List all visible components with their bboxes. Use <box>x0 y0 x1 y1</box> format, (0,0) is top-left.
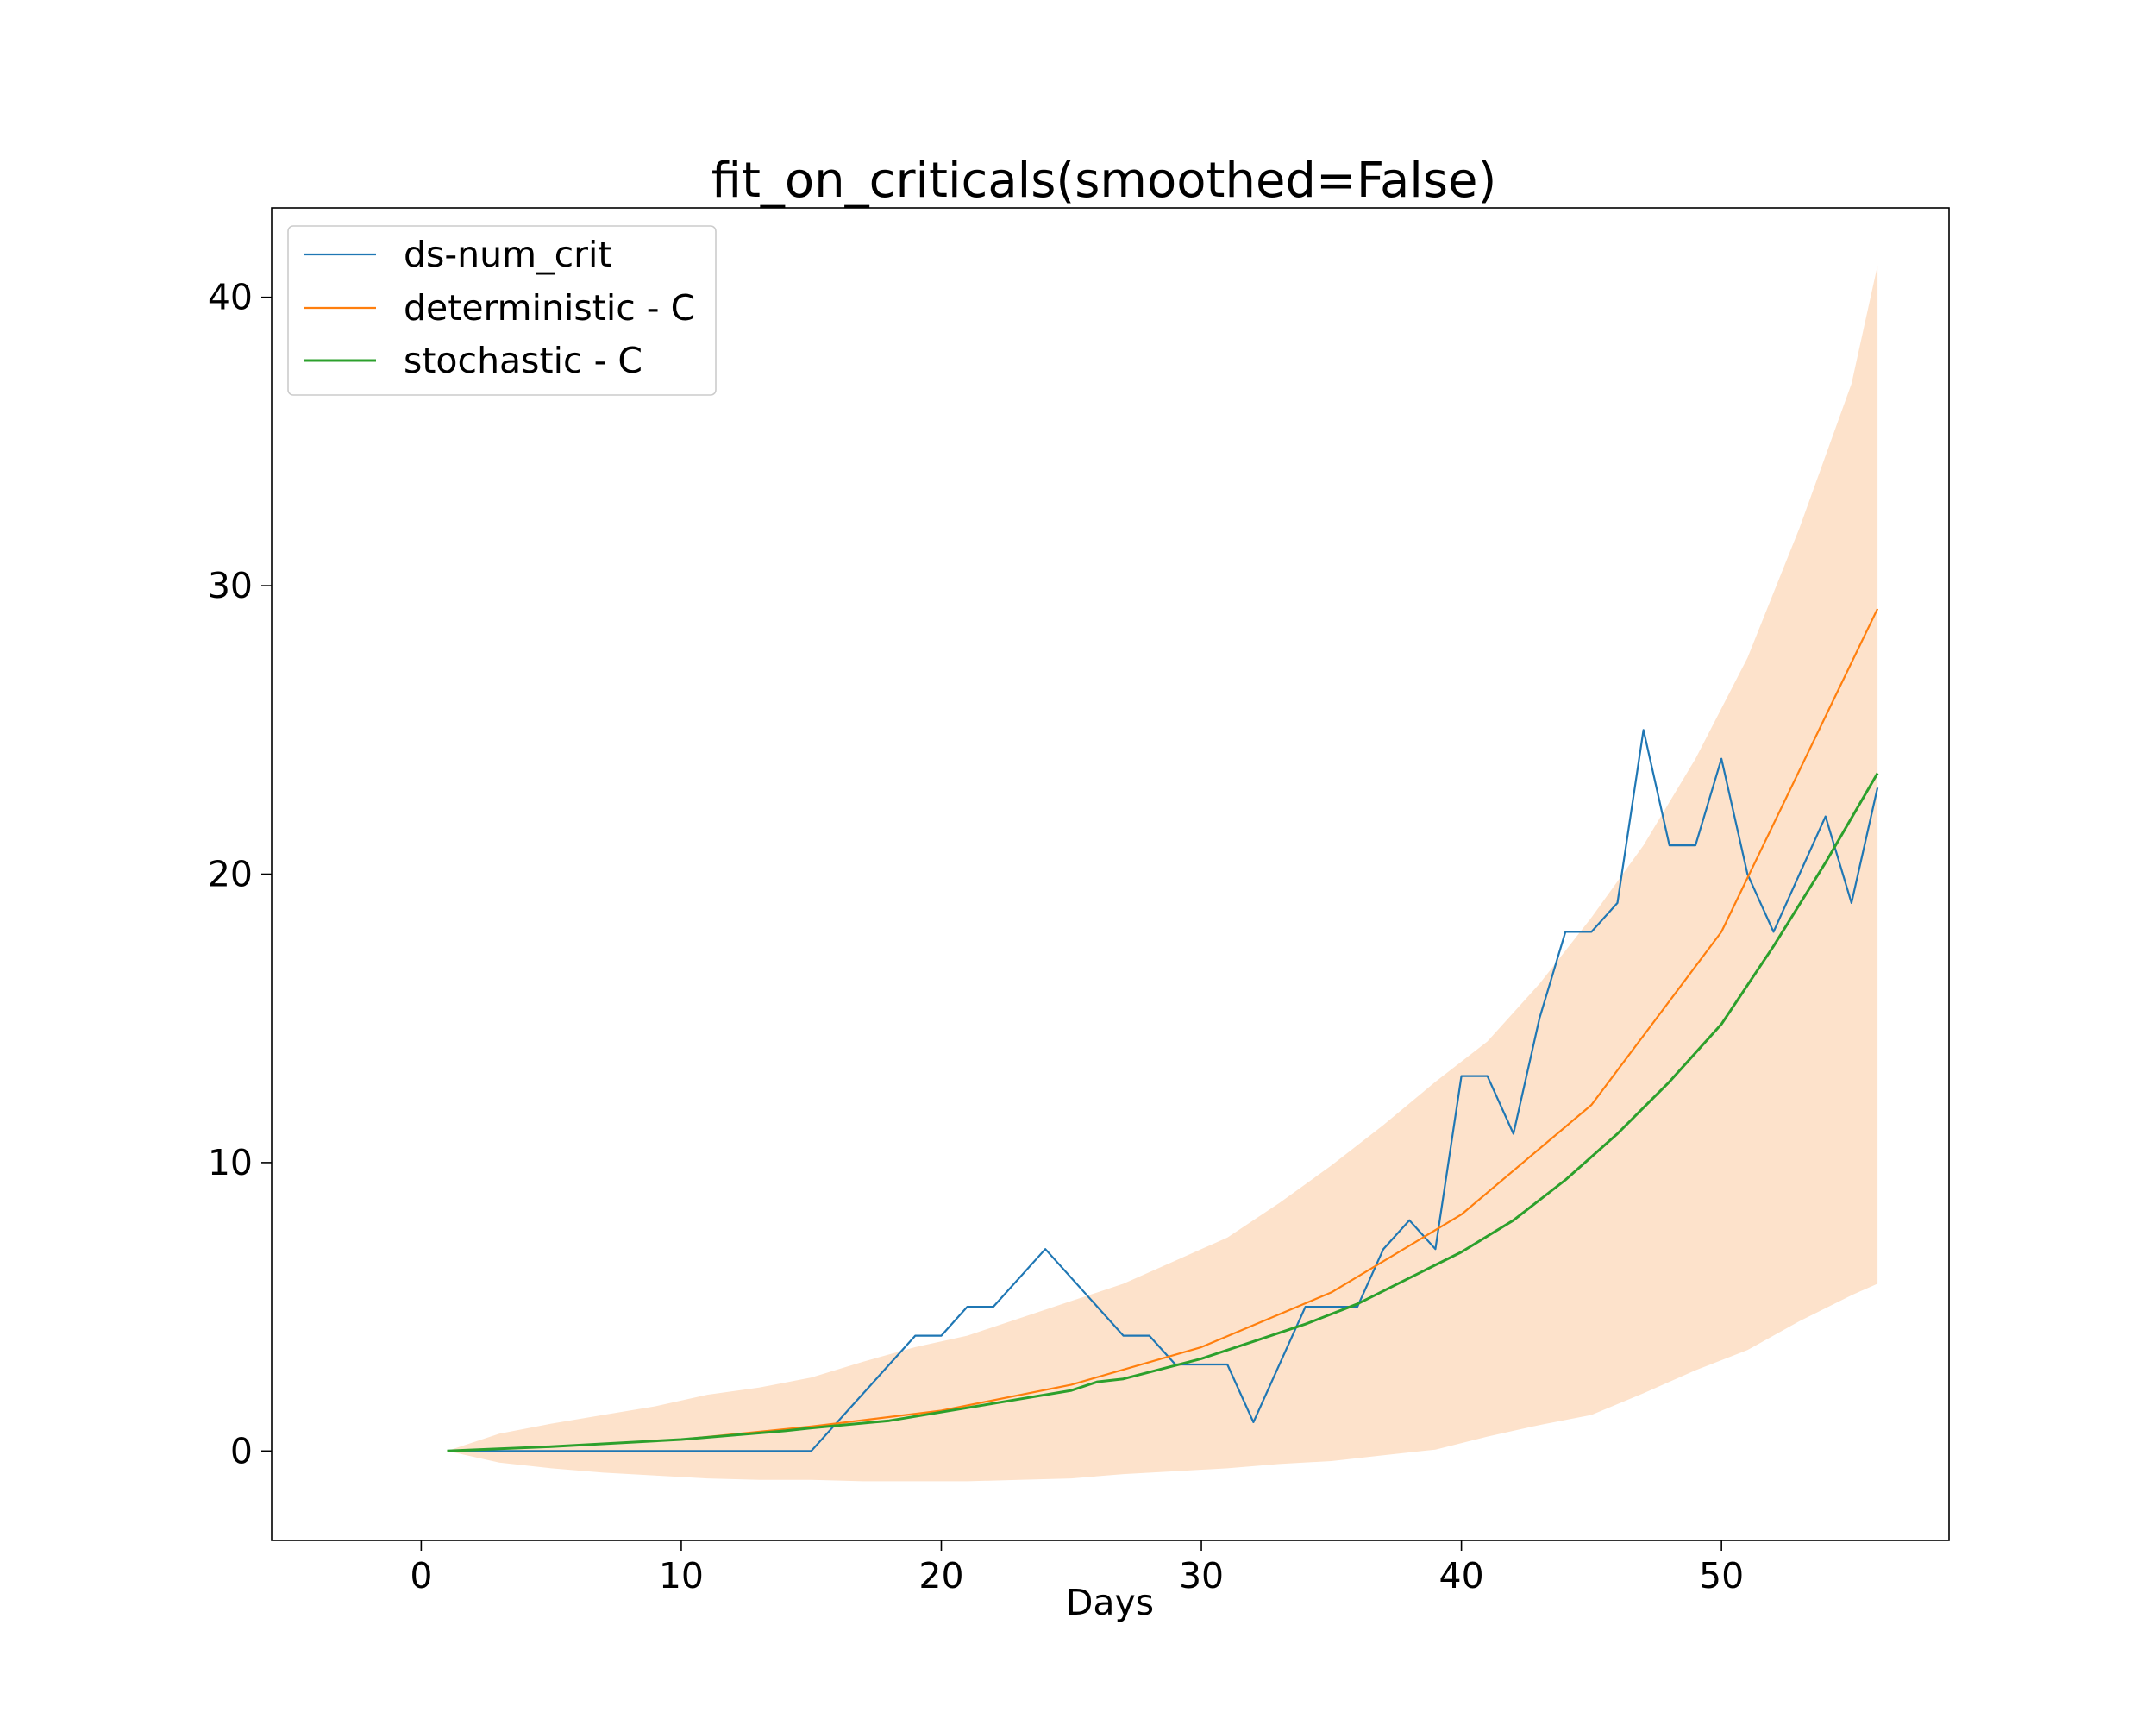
y-axis: 0 10 20 30 40 <box>208 277 272 1471</box>
confidence-band <box>447 265 1878 1482</box>
series-line-ds-num-crit <box>447 729 1879 1452</box>
x-tick-label: 0 <box>410 1555 432 1596</box>
x-tick-label: 20 <box>918 1555 963 1596</box>
series-line-stochastic <box>447 772 1879 1452</box>
legend-frame <box>287 225 717 396</box>
x-axis: 0 10 20 30 40 50 <box>410 1540 1744 1596</box>
y-tick-label: 40 <box>208 277 253 318</box>
x-tick-label: 50 <box>1699 1555 1744 1596</box>
y-tick-label: 20 <box>208 854 253 895</box>
chart-title: fit_on_criticals(smoothed=False) <box>711 153 1497 209</box>
legend-label-ds: ds-num_crit <box>404 234 611 275</box>
y-tick-label: 10 <box>208 1142 253 1183</box>
legend: ds-num_crit deterministic - C stochastic… <box>287 225 717 396</box>
x-tick-label: 40 <box>1439 1555 1484 1596</box>
plot-area <box>447 265 1879 1482</box>
x-tick-label: 10 <box>659 1555 704 1596</box>
legend-label-deterministic: deterministic - C <box>404 287 695 329</box>
x-axis-label: Days <box>1066 1582 1154 1623</box>
x-tick-label: 30 <box>1179 1555 1224 1596</box>
y-tick-label: 0 <box>230 1430 253 1471</box>
legend-label-stochastic: stochastic - C <box>404 340 642 381</box>
y-tick-label: 30 <box>208 565 253 606</box>
